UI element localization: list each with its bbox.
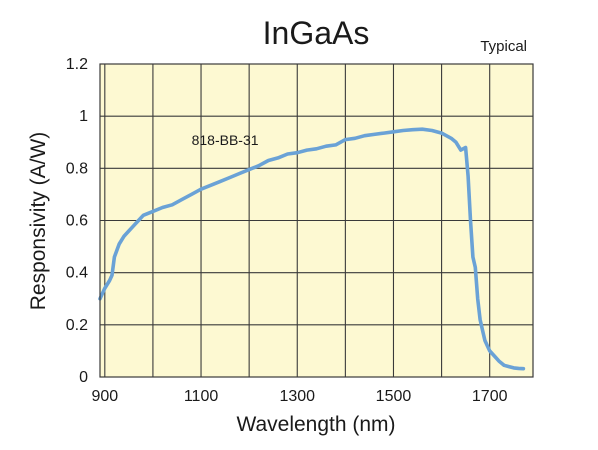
chart-title: InGaAs	[263, 15, 370, 51]
y-tick-label: 1	[79, 108, 88, 125]
x-tick-label: 900	[91, 388, 118, 405]
series-line-responsivity	[98, 127, 526, 371]
x-tick-label: 1100	[184, 388, 219, 405]
y-axis-label: Responsivity (A/W)	[27, 132, 50, 311]
chart-subtitle: Typical	[480, 38, 527, 55]
y-tick-label: 0	[79, 369, 88, 386]
x-tick-label: 1700	[472, 388, 508, 405]
y-tick-label: 0.6	[66, 213, 88, 230]
x-tick-labels: 900 1100 1300 1500 1700	[91, 388, 507, 405]
plot-frame	[99, 63, 534, 378]
x-axis-label: Wavelength (nm)	[236, 413, 395, 436]
series-annotation: 818-BB-31	[192, 132, 259, 148]
annotations: 818-BB-31	[192, 132, 259, 148]
y-tick-labels: 0 0.2 0.4 0.6 0.8 1 1.2	[66, 56, 88, 386]
y-tick-label: 1.2	[66, 56, 88, 73]
y-tick-label: 0.2	[66, 317, 88, 334]
y-tick-label: 0.8	[66, 160, 88, 177]
y-tick-label: 0.4	[66, 265, 88, 282]
x-tick-label: 1500	[376, 388, 412, 405]
series-layer	[98, 127, 526, 371]
x-tick-label: 1300	[279, 388, 315, 405]
